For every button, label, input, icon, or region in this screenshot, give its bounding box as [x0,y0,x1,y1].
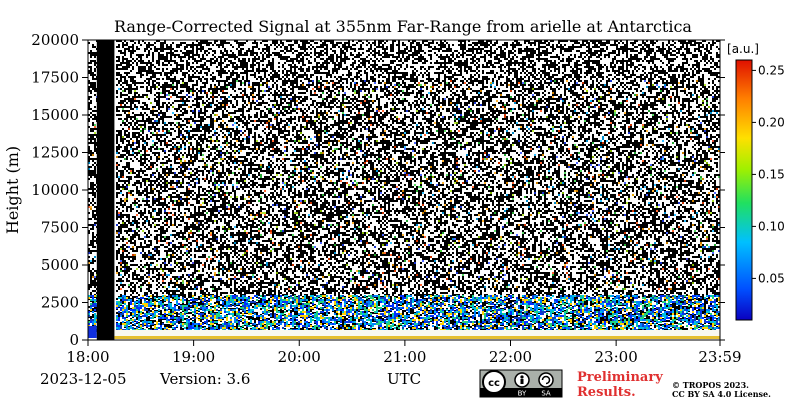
colorbar-tick-label: 0.10 [758,219,785,233]
x-tick-label: 23:00 [595,348,638,366]
y-tick-label: 20000 [31,31,79,49]
x-tick-label: 23:59 [698,348,741,366]
license-sa: SA [541,390,551,398]
y-tick-label: 10000 [31,181,79,199]
license-by: BY [518,390,527,398]
y-tick-label: 5000 [41,256,79,274]
x-tick-label: 18:00 [66,348,109,366]
x-axis-label: UTC [387,370,421,388]
x-tick-label: 22:00 [489,348,532,366]
share-alike-icon [538,372,554,388]
y-tick-label: 0 [69,331,79,349]
preliminary-line-1: Preliminary [577,370,663,385]
x-tick-label: 21:00 [383,348,426,366]
chart-title: Range-Corrected Signal at 355nm Far-Rang… [114,17,692,36]
signal-pixels [88,80,720,331]
y-axis: 0 2500 5000 7500 10000 12500 15000 17500 20000 [31,31,725,349]
x-tick-label: 19:00 [172,348,215,366]
y-tick-label: 15000 [31,106,79,124]
colorbar-unit: [a.u.] [727,42,759,56]
signal-heatmap [88,40,721,339]
y-tick-label: 17500 [31,69,79,87]
colorbar-tick-label: 0.25 [758,63,785,77]
y-tick-label: 2500 [41,294,79,312]
copyright-line-2: CC BY SA 4.0 License. [672,389,771,399]
y-tick-label: 12500 [31,144,79,162]
y-tick-label: 7500 [41,219,79,237]
colorbar-tick-label: 0.15 [758,167,785,181]
colorbar-ticks: 0.05 0.10 0.15 0.20 0.25 [752,63,785,285]
x-axis: 18:00 19:00 20:00 21:00 22:00 23:00 23:59 [66,340,742,366]
colorbar-tick-label: 0.20 [758,115,785,129]
surface-band [114,330,721,338]
cc-icon [482,370,506,394]
plot-area [87,39,721,341]
svg-text:cc: cc [488,378,500,389]
cc-license-badge: cc BY SA [479,369,563,398]
copyright-line-1: © TROPOS 2023. [672,380,749,390]
noise-pixels [88,40,720,332]
colorbar [735,59,753,321]
no-data-band [96,40,115,340]
date-label: 2023-12-05 [40,370,126,388]
colorbar-tick-label: 0.05 [758,271,785,285]
preliminary-line-2: Results. [577,385,636,400]
y-axis-label: Height (m) [3,146,22,234]
version-label: Version: 3.6 [159,370,250,388]
x-tick-label: 20:00 [278,348,321,366]
